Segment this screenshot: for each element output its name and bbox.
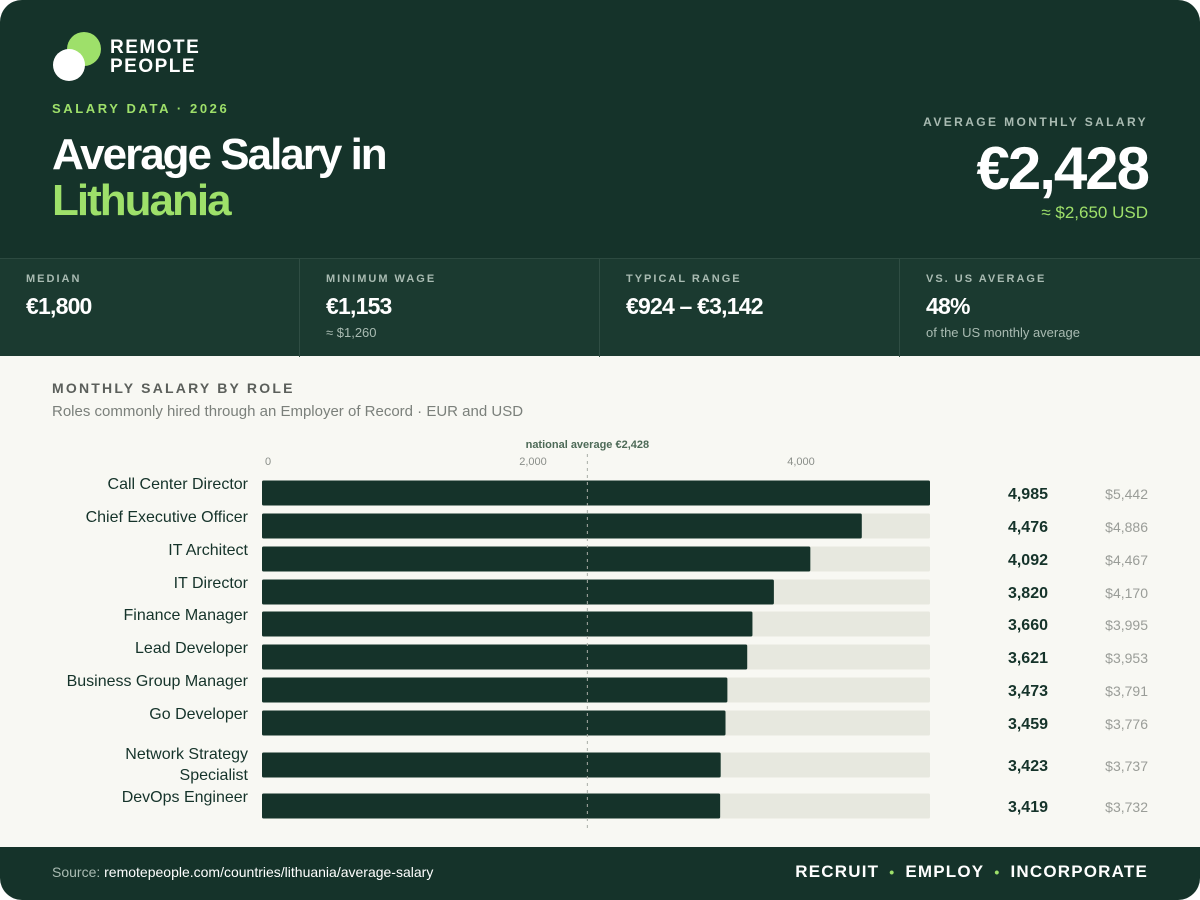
stat-label: MEDIAN [26,273,82,285]
role-label: DevOps Engineer [122,789,249,806]
bar [262,611,753,637]
x-tick-label: 0 [265,456,271,468]
usd-value-label: $3,732 [1105,799,1148,815]
hero-value: €2,428 [976,135,1150,202]
stat-label: TYPICAL RANGE [626,273,742,285]
eyebrow: SALARY DATA · 2026 [52,101,230,116]
source-link[interactable]: remotepeople.com/countries/lithuania/ave… [104,864,434,880]
stat-median: MEDIAN €1,800 [0,259,300,357]
stat-value: 48% [926,293,970,319]
separator-dot: • [994,864,1001,880]
usd-value-label: $4,886 [1105,519,1148,535]
eur-value-label: 3,621 [1008,650,1048,667]
stat-label: VS. US AVERAGE [926,273,1047,285]
role-label-line: Network Strategy [125,746,248,763]
stats-band: MEDIAN €1,800 MINIMUM WAGE €1,153 ≈ $1,2… [0,258,1200,357]
bar [262,793,721,819]
usd-value-label: $3,737 [1105,758,1148,774]
section-subtitle: Roles commonly hired through an Employer… [52,403,524,420]
stat-value: €1,800 [26,293,92,319]
role-label: IT Director [174,575,249,592]
role-label: Go Developer [149,706,248,723]
usd-value-label: $5,442 [1105,486,1148,502]
bar [262,513,862,539]
logo-icon [53,32,101,81]
eur-value-label: 4,985 [1008,486,1048,503]
source-line: Source: remotepeople.com/countries/lithu… [52,864,433,880]
role-label: Lead Developer [135,640,249,657]
brand-line-1: REMOTE [110,37,201,58]
eur-value-label: 3,820 [1008,585,1048,602]
stat-sub: ≈ $1,260 [326,325,377,340]
brand-name: REMOTE PEOPLE [110,38,200,76]
stat-sub: of the US monthly average [926,325,1080,340]
x-tick-label: 2,000 [519,456,547,468]
hero-usd: ≈ $2,650 USD [1041,203,1148,222]
usd-value-label: $3,776 [1105,716,1148,732]
stat-value: €1,153 [326,293,392,319]
national-average-label: national average €2,428 [526,439,650,451]
role-label: IT Architect [168,542,248,559]
header: REMOTE PEOPLE SALARY DATA · 2026 Average… [0,0,1200,258]
x-tick-label: 4,000 [787,456,815,468]
eur-value-label: 3,423 [1008,758,1048,775]
footer: Source: remotepeople.com/countries/lithu… [0,847,1200,900]
eur-value-label: 3,473 [1008,683,1048,700]
brand-logo: REMOTE PEOPLE [52,32,200,82]
eur-value-label: 3,419 [1008,799,1048,816]
page-title: Average Salary in Lithuania [52,130,388,225]
role-label-line: Specialist [180,767,249,784]
stat-vs-us: VS. US AVERAGE 48% of the US monthly ave… [900,259,1200,357]
bar [262,644,748,670]
bar [262,579,774,605]
title-country: Lithuania [52,176,232,225]
separator-dot: • [889,864,896,880]
usd-value-label: $4,467 [1105,552,1148,568]
usd-value-label: $3,953 [1105,650,1148,666]
bar [262,710,726,736]
tagline-recruit: RECRUIT [795,862,880,881]
salary-bar-chart: 0 2,000 4,000 Call Center Director 4,985 $5,4… [67,439,1148,828]
role-label: Finance Manager [123,607,248,624]
eur-value-label: 4,092 [1008,552,1048,569]
usd-value-label: $4,170 [1105,585,1148,601]
bar [262,480,930,506]
section-title: MONTHLY SALARY BY ROLE [52,380,295,396]
stat-typical-range: TYPICAL RANGE €924 – €3,142 [600,259,900,357]
bar [262,752,721,778]
title-line-1: Average Salary in [52,130,388,179]
eur-value-label: 4,476 [1008,519,1048,536]
bar [262,546,811,572]
role-label: Chief Executive Officer [86,509,249,526]
eur-value-label: 3,459 [1008,716,1048,733]
usd-value-label: $3,791 [1105,683,1148,699]
bar [262,677,728,703]
usd-value-label: $3,995 [1105,617,1148,633]
source-prefix: Source: [52,864,105,880]
role-label: Call Center Director [108,476,249,493]
hero-label: AVERAGE MONTHLY SALARY [923,115,1148,129]
role-label: Business Group Manager [67,673,249,690]
brand-line-2: PEOPLE [110,56,197,77]
tagline-employ: EMPLOY [905,862,985,881]
stat-minimum-wage: MINIMUM WAGE €1,153 ≈ $1,260 [300,259,600,357]
taglines: RECRUIT • EMPLOY • INCORPORATE [795,862,1148,882]
stat-value: €924 – €3,142 [626,293,763,319]
tagline-incorporate: INCORPORATE [1010,862,1148,881]
role-label: Network Strategy Specialist [125,746,248,784]
eur-value-label: 3,660 [1008,617,1048,634]
stat-label: MINIMUM WAGE [326,273,437,285]
